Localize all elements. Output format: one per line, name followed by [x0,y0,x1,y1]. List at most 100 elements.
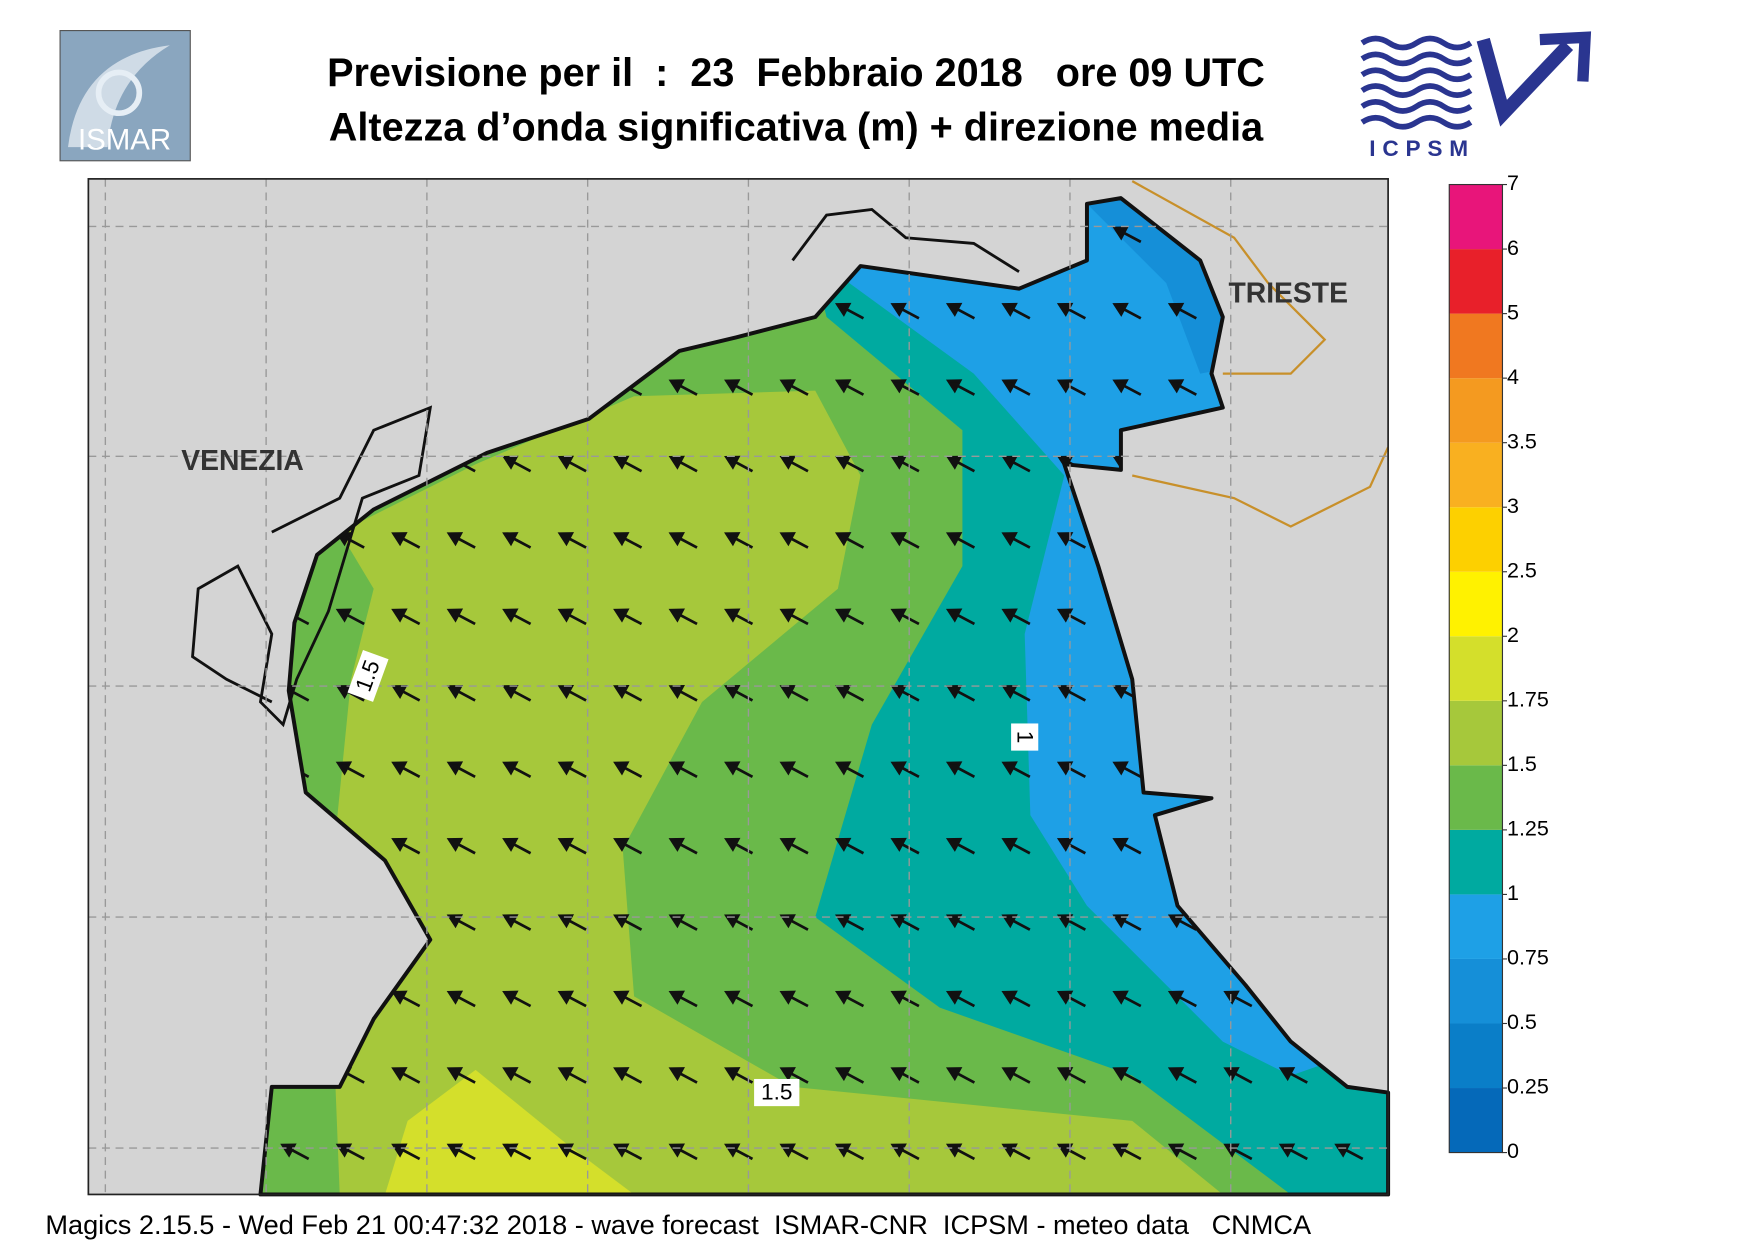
direction-arrow [724,990,754,1008]
direction-arrow [890,837,920,855]
direction-arrow [834,608,865,626]
direction-arrow [1056,379,1087,396]
direction-arrow [945,761,976,779]
arrow-head [1112,1067,1129,1082]
colorbar-label: 4 [1507,365,1519,389]
arrow-head [834,302,852,317]
direction-arrow [1112,761,1142,779]
direction-arrow [724,379,754,396]
logo-text: ICPSM [1369,136,1475,161]
direction-arrow [724,761,754,779]
arrow-head [557,608,575,623]
direction-arrow [391,1067,421,1084]
arrow-head [1112,990,1129,1005]
arrow-head [668,608,685,623]
arrow-head [502,608,519,623]
arrow-head [890,914,907,929]
direction-arrow [668,761,698,779]
direction-arrow [557,608,587,626]
arrow-head [446,532,464,547]
colorbar-label: 7 [1507,171,1519,195]
colorbar-bin [1449,636,1503,701]
direction-arrow [945,684,976,702]
lagoon-coast [191,405,433,728]
colorbar-label: 1.75 [1507,688,1549,712]
direction-arrow [613,990,643,1008]
direction-arrow [446,837,476,855]
arrow-head [1167,990,1185,1005]
direction-arrow [446,761,476,779]
arrow-head [779,1067,796,1082]
arrow-head [834,837,852,852]
direction-arrow [945,608,976,626]
colorbar-label: 3 [1507,494,1519,518]
arrow-head [335,608,353,623]
arrow-head [1223,990,1240,1005]
direction-arrow [1278,1067,1308,1084]
direction-arrow [890,1067,920,1084]
arrow-head [502,761,519,776]
arrow-head [446,914,464,929]
direction-arrow [557,990,587,1008]
arrow-head [1001,990,1018,1005]
colorbar-label: 2 [1507,623,1519,647]
direction-arrow [613,532,643,549]
direction-arrow [613,455,643,473]
arrow-head [335,684,353,700]
arrow-head [945,532,963,547]
arrow-head [1167,302,1185,317]
direction-arrow [890,532,920,549]
arrow-head [1112,914,1129,929]
arrow-head [1056,532,1074,547]
direction-arrow [779,532,809,549]
direction-arrow [834,761,865,779]
direction-arrow [1056,684,1087,702]
arrow-head [890,1067,907,1082]
direction-arrow [613,837,643,855]
direction-arrow [945,379,976,396]
direction-arrow [557,761,587,779]
arrow-head [945,761,963,776]
arrow-head [779,990,796,1005]
arrow-head [890,837,907,852]
arrow-head [890,302,907,317]
direction-arrow [1112,1067,1142,1084]
direction-arrow [557,455,587,473]
direction-arrow [557,532,587,549]
arrow-head [1056,302,1074,317]
direction-arrow [945,455,976,473]
arrow-head [779,379,796,394]
colorbar-bin [1449,1023,1503,1089]
direction-arrow [1001,1067,1031,1084]
colorbar-label: 6 [1507,236,1519,260]
direction-arrow [890,455,920,473]
direction-arrow [1112,990,1142,1008]
direction-arrow [446,914,476,931]
direction-arrow [502,1067,532,1084]
direction-arrow [779,1067,809,1084]
direction-arrow [391,684,421,702]
direction-arrow [779,914,809,931]
direction-arrow [779,761,809,779]
direction-arrow [1001,990,1031,1008]
arrow-head [1001,761,1018,776]
arrow-head [1056,761,1074,776]
direction-arrow [557,1067,587,1084]
arrow-head [1056,379,1074,394]
colorbar-bin [1449,958,1503,1024]
arrow-head [446,761,464,776]
arrow-head [613,532,630,547]
direction-arrow [1167,379,1197,396]
arrow-head [668,914,685,929]
arrow-head [668,837,685,852]
direction-arrow [1112,379,1142,396]
arrow-head [945,837,963,852]
arrow-head [613,837,630,852]
arrow-head [834,608,852,623]
arrow-head [1112,684,1129,700]
direction-arrow [1223,990,1253,1008]
direction-arrow [779,608,809,626]
direction-arrow [446,532,476,549]
direction-arrow [502,761,532,779]
arrow-head [779,914,796,929]
